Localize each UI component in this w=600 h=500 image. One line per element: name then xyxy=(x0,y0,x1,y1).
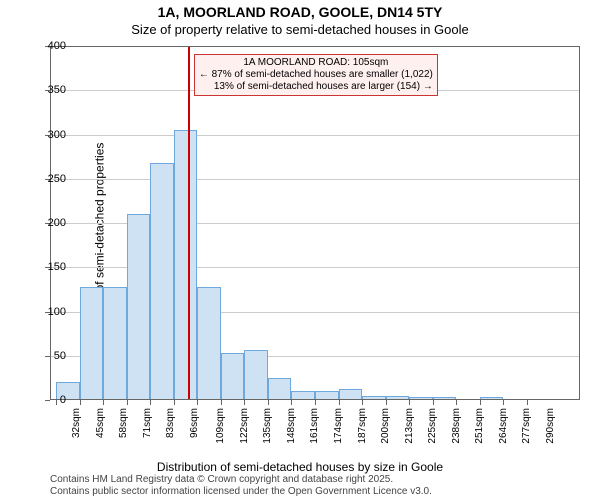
plot-area: 1A MOORLAND ROAD: 105sqm← 87% of semi-de… xyxy=(50,46,580,400)
xtick-label: 290sqm xyxy=(545,408,556,444)
xtick-label: 238sqm xyxy=(451,408,462,444)
xtick-mark xyxy=(291,400,292,405)
xtick-mark xyxy=(315,400,316,405)
ytick-label: 200 xyxy=(26,217,66,229)
xtick-mark xyxy=(433,400,434,405)
xtick-label: 161sqm xyxy=(309,408,320,444)
xtick-label: 187sqm xyxy=(356,408,367,444)
xtick-label: 122sqm xyxy=(239,408,250,444)
xtick-mark xyxy=(80,400,81,405)
x-axis-label: Distribution of semi-detached houses by … xyxy=(0,460,600,474)
xtick-mark xyxy=(268,400,269,405)
xtick-mark xyxy=(409,400,410,405)
xtick-mark xyxy=(480,400,481,405)
plot-border xyxy=(50,46,580,400)
xtick-label: 32sqm xyxy=(71,408,82,438)
xtick-mark xyxy=(339,400,340,405)
ytick-label: 0 xyxy=(26,394,66,406)
ytick-label: 100 xyxy=(26,306,66,318)
xtick-mark xyxy=(150,400,151,405)
xtick-label: 135sqm xyxy=(262,408,273,444)
xtick-label: 174sqm xyxy=(333,408,344,444)
xtick-label: 264sqm xyxy=(498,408,509,444)
xtick-mark xyxy=(386,400,387,405)
xtick-label: 109sqm xyxy=(215,408,226,444)
xtick-mark xyxy=(503,400,504,405)
chart-title-line1: 1A, MOORLAND ROAD, GOOLE, DN14 5TY xyxy=(0,4,600,20)
xtick-mark xyxy=(456,400,457,405)
xtick-mark xyxy=(127,400,128,405)
ytick-label: 50 xyxy=(26,350,66,362)
xtick-mark xyxy=(197,400,198,405)
ytick-label: 350 xyxy=(26,84,66,96)
xtick-label: 148sqm xyxy=(286,408,297,444)
ytick-label: 300 xyxy=(26,129,66,141)
xtick-label: 225sqm xyxy=(427,408,438,444)
ytick-label: 150 xyxy=(26,261,66,273)
xtick-mark xyxy=(244,400,245,405)
xtick-label: 71sqm xyxy=(142,408,153,438)
xtick-label: 251sqm xyxy=(474,408,485,444)
chart-title-line2: Size of property relative to semi-detach… xyxy=(0,22,600,37)
xtick-mark xyxy=(362,400,363,405)
xtick-label: 58sqm xyxy=(118,408,129,438)
ytick-label: 250 xyxy=(26,173,66,185)
xtick-mark xyxy=(103,400,104,405)
xtick-label: 277sqm xyxy=(521,408,532,444)
xtick-label: 96sqm xyxy=(189,408,200,438)
footer-line1: Contains HM Land Registry data © Crown c… xyxy=(50,474,432,486)
footer-line2: Contains public sector information licen… xyxy=(50,486,432,498)
xtick-mark xyxy=(221,400,222,405)
chart-footer: Contains HM Land Registry data © Crown c… xyxy=(50,474,432,498)
xtick-label: 45sqm xyxy=(95,408,106,438)
xtick-mark xyxy=(527,400,528,405)
xtick-label: 213sqm xyxy=(403,408,414,444)
xtick-mark xyxy=(174,400,175,405)
xtick-label: 200sqm xyxy=(380,408,391,444)
xtick-label: 83sqm xyxy=(165,408,176,438)
ytick-label: 400 xyxy=(26,40,66,52)
